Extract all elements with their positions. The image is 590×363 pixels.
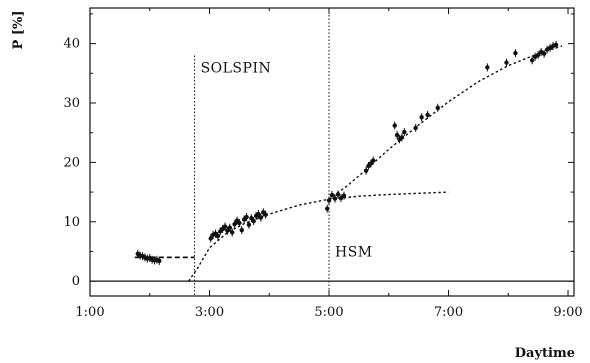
data-point [485, 65, 490, 70]
x-tick-label: 7:00 [434, 305, 463, 320]
data-point [244, 214, 249, 220]
data-point [332, 196, 338, 201]
data-point [225, 228, 230, 233]
data-point [335, 192, 341, 197]
x-tick-label: 5:00 [314, 305, 343, 320]
data-point [249, 216, 254, 221]
y-tick-label: 40 [63, 37, 80, 52]
data-point [413, 125, 418, 131]
data-point [325, 206, 330, 211]
data-point [394, 132, 400, 138]
data-point [232, 221, 237, 227]
data-point [425, 112, 430, 118]
x-tick-label: 3:00 [195, 305, 224, 320]
data-point [227, 225, 233, 230]
marker-label: SOLSPIN [201, 60, 272, 76]
data-point [251, 218, 256, 224]
y-tick-label: 10 [63, 215, 80, 230]
data-point [399, 135, 405, 140]
data-point [258, 215, 264, 220]
data-point [222, 224, 228, 229]
y-tick-label: 0 [72, 274, 80, 289]
data-point [504, 60, 509, 65]
data-point [435, 105, 440, 110]
data-point [263, 212, 268, 217]
data-point [237, 220, 242, 226]
data-point [392, 123, 397, 128]
fit-line [188, 191, 449, 282]
plot-frame [89, 7, 575, 297]
vertical-markers: SOLSPIN HSM [194, 8, 373, 296]
x-axis-label: Daytime [515, 346, 575, 361]
data-point [157, 258, 162, 264]
data-point [368, 161, 374, 166]
data-point [246, 222, 252, 227]
marker-label: HSM [335, 244, 373, 260]
data-point [363, 168, 369, 173]
data-points [135, 40, 559, 265]
data-point [256, 211, 261, 217]
data-point [215, 233, 221, 239]
x-tick-label: 9:00 [553, 305, 582, 320]
y-tick-label: 30 [63, 96, 80, 111]
data-point [402, 129, 407, 135]
data-point [329, 192, 335, 198]
data-point [326, 198, 332, 203]
data-point [341, 193, 347, 198]
data-point [230, 230, 235, 235]
fit-line [328, 45, 563, 200]
data-point [513, 50, 518, 56]
data-point [541, 51, 547, 56]
data-point [338, 195, 344, 201]
data-point [208, 236, 213, 241]
y-axis-label: P [%] [11, 11, 26, 50]
x-tick-label: 1:00 [75, 305, 104, 320]
y-tick-label: 20 [63, 155, 80, 170]
data-point [553, 42, 559, 48]
data-point [419, 115, 424, 120]
data-point [371, 158, 376, 163]
data-point [535, 52, 541, 58]
data-point [529, 58, 535, 63]
chart-labels: P [%] Daytime [11, 11, 575, 361]
data-point [239, 227, 244, 233]
plot-axes: 1:00 3:00 5:00 7:00 9:00 0 10 20 30 40 [63, 7, 583, 320]
